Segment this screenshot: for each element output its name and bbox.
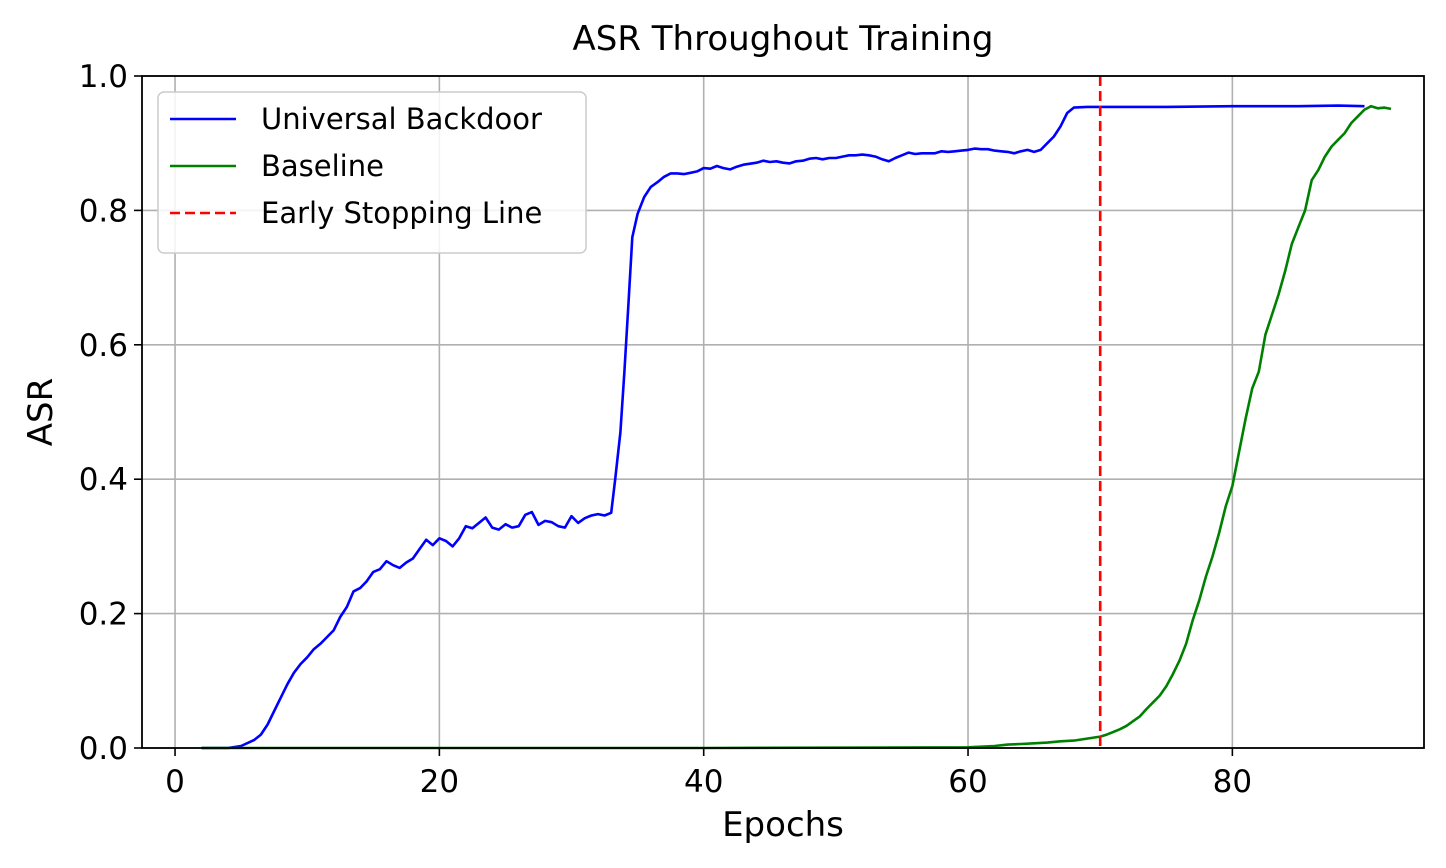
y-tick-label: 0.0 xyxy=(79,731,128,767)
x-tick-label: 40 xyxy=(684,764,723,800)
legend-label-baseline: Baseline xyxy=(261,149,384,183)
chart-title: ASR Throughout Training xyxy=(573,19,994,59)
legend: Universal Backdoor Baseline Early Stopping… xyxy=(157,91,587,254)
y-axis-title: ASR xyxy=(21,378,61,446)
y-tick-label: 1.0 xyxy=(79,59,128,95)
series-layer xyxy=(201,76,1392,750)
x-tick-label: 60 xyxy=(948,764,987,800)
y-tick-label: 0.6 xyxy=(79,328,128,364)
x-axis-title: Epochs xyxy=(722,805,844,845)
x-tick-label: 20 xyxy=(420,764,459,800)
series-line-baseline xyxy=(201,104,1392,750)
series-line-universal-backdoor xyxy=(201,104,1365,750)
x-tick-label: 80 xyxy=(1213,764,1252,800)
plot-frame xyxy=(141,75,1425,749)
x-axis-ticks: 0 20 40 60 80 xyxy=(165,748,1252,800)
y-axis-ticks: 0.0 0.2 0.4 0.6 0.8 1.0 xyxy=(79,59,142,767)
legend-box xyxy=(157,91,587,254)
x-tick-label: 0 xyxy=(165,764,185,800)
legend-label-universal-backdoor: Universal Backdoor xyxy=(261,102,542,136)
legend-label-early-stopping-line: Early Stopping Line xyxy=(261,196,542,230)
y-tick-label: 0.2 xyxy=(79,597,128,633)
y-tick-label: 0.4 xyxy=(79,462,128,498)
y-tick-label: 0.8 xyxy=(79,193,128,229)
